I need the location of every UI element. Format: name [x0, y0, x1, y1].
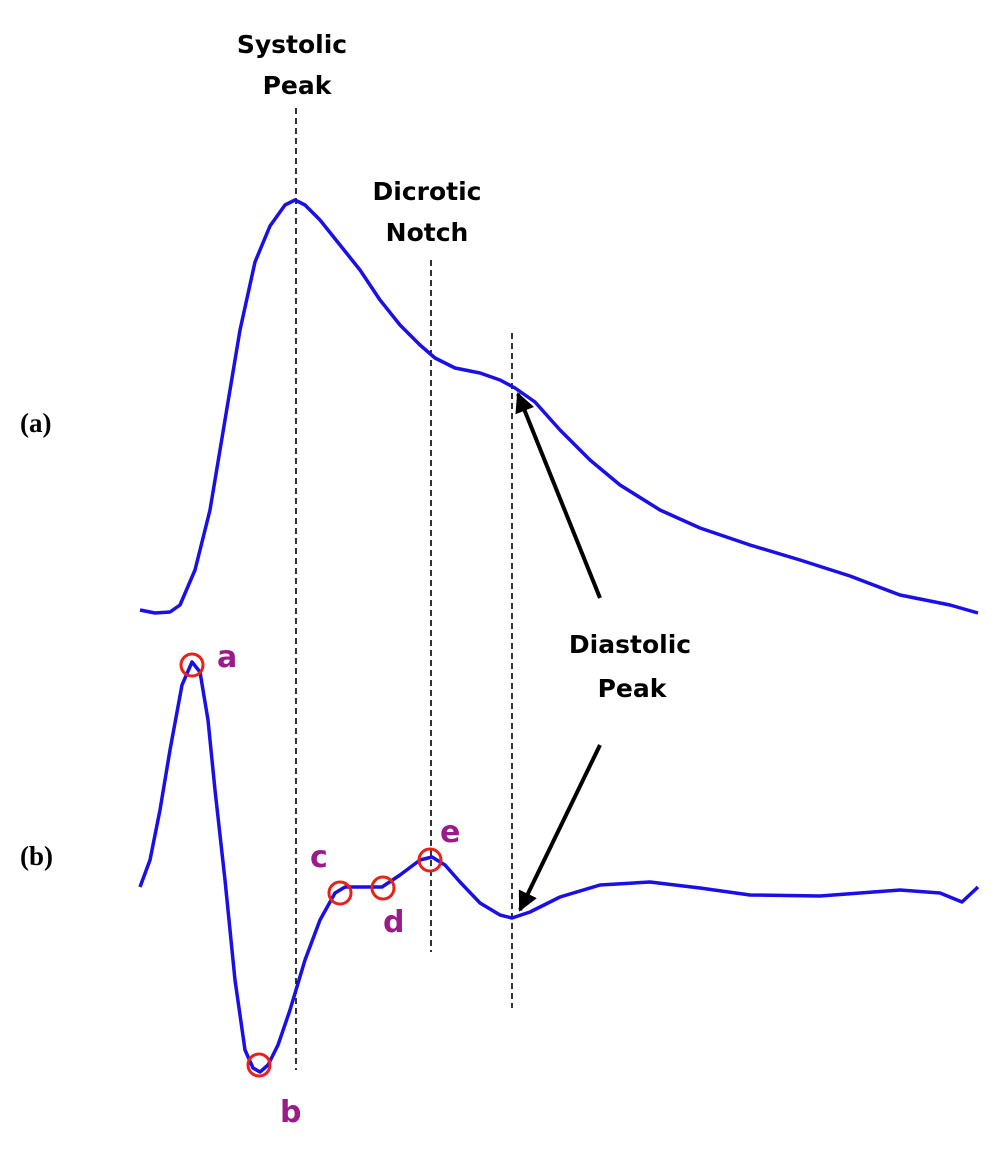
label: Diastolic — [569, 630, 691, 659]
label: Dicrotic — [373, 177, 482, 206]
point-marker — [246, 1052, 272, 1078]
label: Systolic — [237, 30, 347, 59]
arrow — [515, 392, 602, 599]
point-marker — [417, 847, 443, 873]
label: Peak — [263, 71, 333, 100]
point-marker — [327, 880, 353, 906]
panel-label: (b) — [20, 841, 53, 871]
point-label: a — [217, 640, 237, 675]
apg-curve — [138, 660, 980, 1074]
point-marker — [179, 652, 205, 678]
point-label: c — [310, 840, 328, 875]
point-label: b — [280, 1095, 301, 1130]
point-marker — [370, 875, 396, 901]
arrow — [518, 744, 602, 912]
ppg-curve — [139, 198, 979, 615]
point-label: e — [440, 815, 460, 850]
label: Notch — [386, 218, 469, 247]
point-label: d — [383, 905, 404, 940]
panel-label: (a) — [20, 408, 51, 438]
label: Peak — [598, 674, 668, 703]
